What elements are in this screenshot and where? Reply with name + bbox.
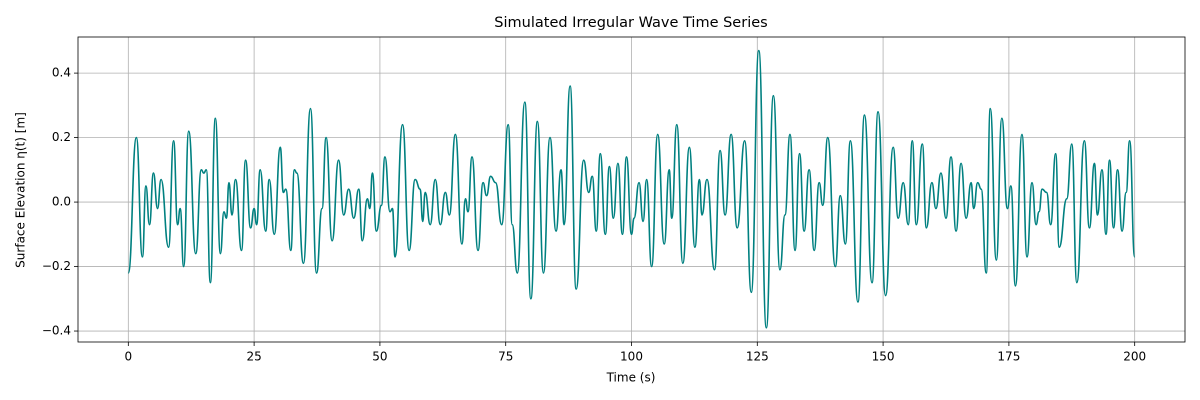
y-tick-label: 0.0 (52, 195, 71, 209)
x-axis-label: Time (s) (606, 371, 656, 385)
y-tick-label: 0.4 (52, 66, 71, 80)
plot-frame (77, 36, 1186, 343)
x-tick-label: 150 (872, 350, 895, 364)
x-tick-label: 125 (746, 350, 769, 364)
x-tick-label: 75 (498, 350, 513, 364)
x-tick-label: 25 (246, 350, 261, 364)
x-tick-label: 100 (620, 350, 643, 364)
x-tick-label: 50 (372, 350, 387, 364)
wave-line (127, 49, 1136, 329)
y-tick-label: −0.2 (42, 259, 71, 273)
x-tick-label: 175 (997, 350, 1020, 364)
y-tick-label: −0.4 (42, 324, 71, 338)
chart-title: Simulated Irregular Wave Time Series (494, 15, 767, 31)
x-tick-label: 0 (124, 350, 132, 364)
y-tick-label: 0.2 (52, 130, 71, 144)
x-tick-label: 200 (1123, 350, 1146, 364)
y-axis-label: Surface Elevation η(t) [m] (14, 112, 28, 268)
